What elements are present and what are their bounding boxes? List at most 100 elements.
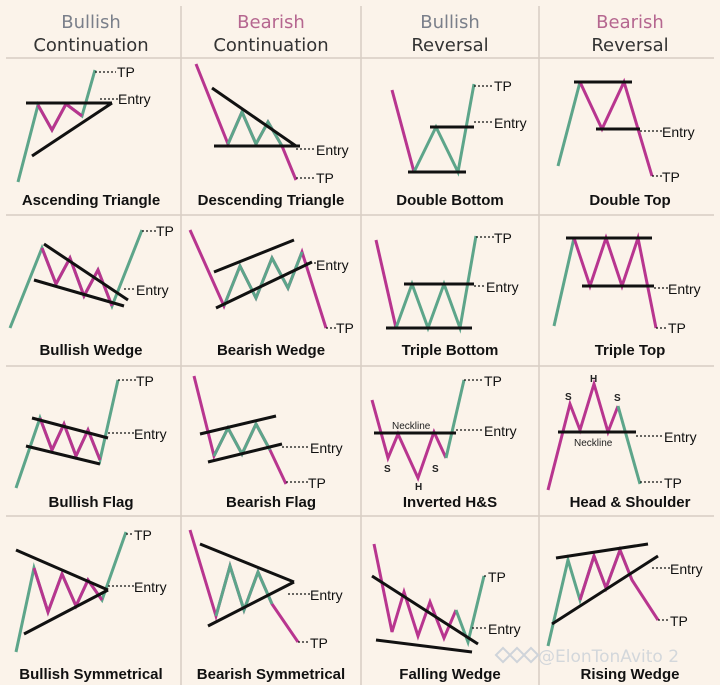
price-line-pink [546,378,620,491]
lower-line [207,580,295,628]
upper-line [15,548,109,592]
tp-label: TP [494,230,512,246]
lower-line [375,638,473,654]
tp-label: TP [494,78,512,94]
resistance-line [211,86,297,148]
tp-label: TP [664,475,682,491]
entry-label: Entry [664,429,697,445]
pattern-name: Descending Triangle [198,192,345,209]
price-line-pink [572,232,658,329]
entry-label: Entry [134,579,167,595]
tp-label: TP [136,373,154,389]
entry-label: Entry [316,142,349,158]
shoulder-label-right: S [614,393,621,404]
lower-line [551,554,659,626]
entry-label: Entry [486,279,519,295]
lower-line [207,442,283,464]
pattern-name: Bullish Flag [48,494,133,511]
header-line1: Bullish [420,12,480,33]
pattern-name: Falling Wedge [399,666,500,683]
price-line-pink [370,399,448,483]
pattern-triple-top: Entry TP Triple Top [552,232,701,359]
header-line2: Continuation [213,35,328,56]
shoulder-label-left: S [565,392,572,403]
shoulder-label-left: S [384,464,391,475]
pattern-rising-wedge: Entry TP Rising Wedge [546,542,703,683]
pattern-name: Double Bottom [396,192,503,209]
price-line-pink [40,247,114,307]
lower-line [23,588,109,636]
head-label: H [590,374,597,385]
pattern-name: Inverted H&S [403,494,497,511]
head-label: H [415,482,422,493]
entry-label: Entry [316,257,349,273]
entry-label: Entry [484,423,517,439]
header-line1: Bearish [237,12,305,33]
column-headers: Bullish Continuation Bearish Continuatio… [33,12,668,56]
tp-label: TP [670,613,688,629]
price-line-green [444,379,466,459]
pattern-name: Bullish Symmetrical [19,666,162,683]
pattern-ascending-triangle: TP Entry Ascending Triangle [16,64,160,209]
price-line-green [552,237,576,327]
entry-label: Entry [668,281,701,297]
pattern-bearish-symmetrical: Entry TP Bearish Symmetrical [188,529,345,683]
pattern-name: Ascending Triangle [22,192,160,209]
price-line-green [214,560,274,617]
upper-line [43,242,129,302]
price-line-pink [578,545,660,621]
pattern-name: Rising Wedge [581,666,680,683]
pattern-bearish-flag: Entry TP Bearish Flag [192,375,343,511]
price-line-green [222,251,304,307]
pattern-descending-triangle: Entry TP Descending Triangle [194,63,349,209]
upper-line [199,414,277,436]
shoulder-label-right: S [432,464,439,475]
header-line2: Continuation [33,35,148,56]
pattern-name: Bullish Wedge [39,342,142,359]
pattern-double-top: Entry TP Double Top [556,77,695,209]
pattern-name: Double Top [589,192,670,209]
entry-label: Entry [136,282,169,298]
tp-label: TP [336,320,354,336]
tp-label: TP [668,320,686,336]
pattern-name: Bearish Wedge [217,342,325,359]
tp-label: TP [308,475,326,491]
upper-line [555,542,649,560]
entry-label: Entry [662,124,695,140]
neckline-label: Neckline [574,438,613,449]
header-line1: Bearish [596,12,664,33]
watermark-text: @ElonTonAvito 2 [538,647,679,667]
pattern-name: Triple Bottom [402,342,499,359]
tp-label: TP [484,373,502,389]
tp-label: TP [156,223,174,239]
price-line-green [616,405,642,485]
pattern-bearish-wedge: Entry TP Bearish Wedge [188,229,354,359]
entry-label: Entry [134,426,167,442]
neckline-label: Neckline [392,421,431,432]
pattern-bullish-flag: TP Entry Bullish Flag [14,373,167,511]
pattern-triple-bottom: TP Entry Triple Bottom [374,230,519,359]
entry-label: Entry [118,91,151,107]
header-line2: Reversal [411,35,488,56]
price-line-pink [390,89,416,173]
tp-label: TP [488,569,506,585]
tp-label: TP [662,169,680,185]
price-line-green [454,575,486,648]
pattern-head-and-shoulders: Neckline S H S Entry TP Head & Shoulder [546,374,697,511]
header-bullish-reversal: Bullish Reversal [411,12,488,56]
lower-line [215,260,313,310]
price-line-pink [38,417,102,461]
header-bearish-reversal: Bearish Reversal [591,12,668,56]
pattern-bullish-symmetrical: TP Entry Bullish Symmetrical [14,527,167,683]
upper-line [213,238,295,274]
entry-label: Entry [488,621,521,637]
price-line-pink [36,101,83,134]
lower-line [25,444,101,466]
header-line1: Bullish [61,12,121,33]
pattern-name: Triple Top [595,342,666,359]
pattern-name: Bearish Flag [226,494,316,511]
pattern-name: Head & Shoulder [570,494,691,511]
grid [6,6,714,685]
tp-label: TP [134,527,152,543]
